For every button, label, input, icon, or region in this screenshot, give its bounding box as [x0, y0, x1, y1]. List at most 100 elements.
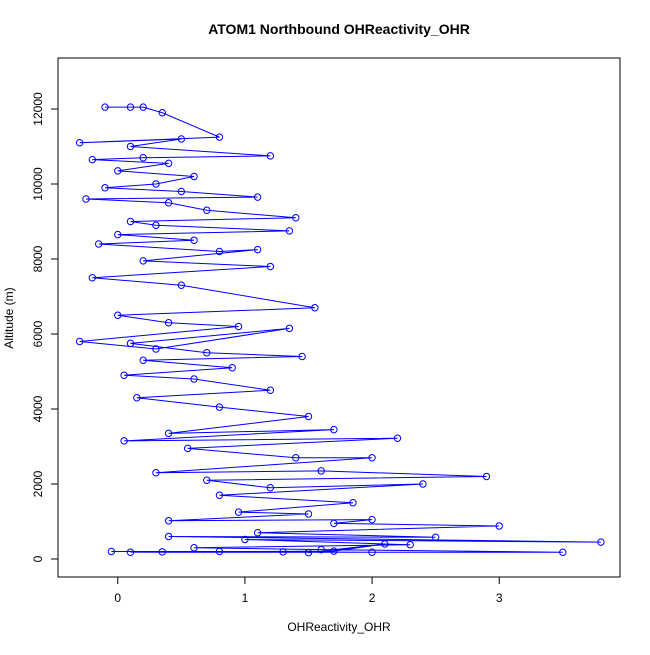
data-point [164, 429, 173, 438]
data-line [79, 106, 601, 554]
data-point [152, 180, 160, 188]
data-point [177, 281, 186, 289]
data-point [253, 245, 262, 254]
data-point [88, 155, 97, 164]
data-point [419, 480, 427, 488]
data-point [152, 469, 160, 477]
y-tick-label: 6000 [31, 320, 45, 347]
x-tick-label: 1 [242, 591, 249, 605]
data-point [126, 339, 135, 348]
data-point [304, 412, 313, 421]
data-point [190, 236, 198, 244]
x-tick-label: 0 [114, 591, 121, 605]
data-point [94, 240, 103, 248]
data-point [330, 425, 338, 434]
data-point [482, 472, 491, 481]
y-tick-label: 4000 [31, 395, 45, 422]
data-point [114, 311, 122, 319]
data-point [253, 193, 262, 201]
data-point [304, 548, 313, 557]
data-point [292, 454, 300, 462]
data-point [126, 142, 135, 151]
data-point [317, 467, 325, 475]
data-point [126, 217, 135, 226]
data-point [101, 103, 109, 111]
data-point [75, 139, 84, 147]
y-tick-label: 2000 [31, 470, 45, 497]
data-point [266, 484, 275, 492]
data-point [139, 103, 147, 111]
data-point [107, 547, 116, 556]
y-tick-label: 10000 [31, 167, 45, 201]
data-point [203, 349, 211, 357]
data-point [152, 221, 160, 229]
data-point [215, 491, 224, 499]
data-point [559, 548, 567, 556]
data-point [431, 533, 440, 541]
data-point [368, 548, 376, 556]
data-point [101, 184, 109, 192]
data-point [406, 541, 414, 549]
data-point [88, 274, 97, 282]
data-point [203, 476, 211, 484]
data-point [190, 172, 198, 181]
data-point [234, 508, 243, 516]
data-point [120, 437, 128, 445]
data-point [266, 152, 275, 160]
data-point [253, 529, 262, 537]
data-point [133, 394, 141, 402]
data-point [330, 519, 338, 528]
data-point [114, 167, 122, 175]
data-point [241, 535, 249, 544]
y-axis-label: Altitude (m) [2, 287, 16, 348]
data-point [215, 247, 224, 256]
data-point [183, 444, 192, 453]
data-point [120, 371, 128, 379]
data-point [203, 206, 211, 214]
data-point [126, 103, 135, 111]
data-point [164, 319, 173, 327]
y-tick-label: 8000 [31, 245, 45, 272]
data-point [597, 538, 605, 546]
data-point [177, 187, 186, 196]
data-point [152, 345, 160, 353]
data-point [75, 337, 84, 346]
data-point [266, 386, 275, 394]
data-point [139, 356, 147, 364]
data-point [139, 257, 147, 265]
y-tick-label: 0 [31, 555, 45, 562]
data-point [368, 515, 376, 524]
data-point [215, 133, 224, 141]
data-point [298, 352, 306, 361]
data-point [215, 547, 224, 556]
data-point [164, 517, 173, 525]
data-point [381, 540, 389, 548]
x-tick-label: 2 [369, 591, 376, 605]
data-point [158, 109, 166, 117]
data-point [285, 324, 294, 333]
data-point [317, 545, 325, 554]
data-point [311, 304, 319, 312]
data-point [126, 548, 135, 556]
data-point [164, 532, 173, 541]
data-point [139, 154, 147, 162]
plot-frame [57, 57, 621, 578]
data-point [330, 547, 338, 555]
data-point [292, 214, 300, 222]
data-point [368, 454, 376, 462]
x-tick-label: 3 [496, 591, 503, 605]
x-axis-label: OHReactivity_OHR [287, 620, 391, 634]
y-tick-label: 12000 [31, 92, 45, 126]
data-point [393, 434, 402, 442]
data-point [285, 227, 294, 235]
data-point [190, 544, 198, 552]
data-point [114, 230, 122, 239]
data-point [215, 403, 224, 411]
data-point [495, 522, 503, 530]
data-point [304, 510, 313, 518]
data-point [279, 548, 287, 556]
data-point [164, 159, 173, 168]
data-point [158, 548, 166, 556]
data-point [349, 499, 357, 507]
